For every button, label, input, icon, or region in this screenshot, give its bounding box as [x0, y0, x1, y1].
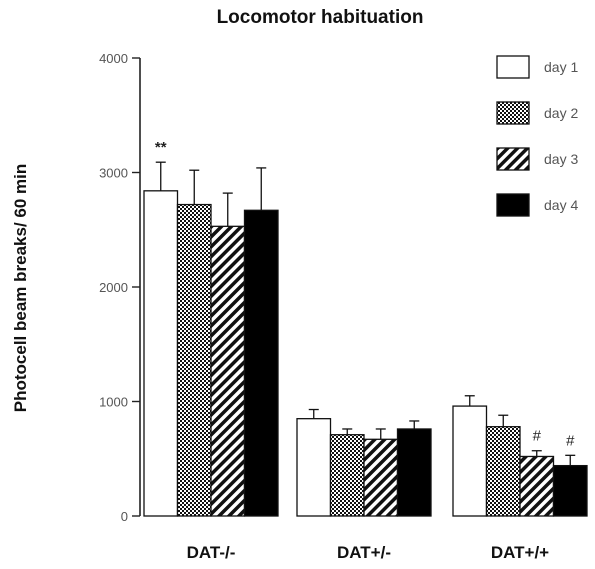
legend-label: day 3 — [544, 151, 578, 167]
bar — [329, 434, 365, 517]
legend-label: day 1 — [544, 59, 578, 75]
y-tick-label: 2000 — [99, 280, 128, 295]
bar — [143, 190, 179, 517]
significance-annotation: # — [566, 432, 575, 449]
y-axis-label: Photocell beam breaks/ 60 min — [11, 164, 30, 412]
y-tick-label: 3000 — [99, 166, 128, 181]
bar — [485, 426, 521, 517]
annotations-group: ** # # — [155, 139, 575, 449]
chart-title: Locomotor habituation — [217, 7, 424, 28]
bar — [519, 455, 555, 517]
x-tick-label: DAT-/- — [187, 543, 236, 562]
bar — [210, 225, 246, 517]
legend: day 1 day 2 day 3 day 4 — [496, 55, 578, 217]
y-tick-label: 1000 — [99, 395, 128, 410]
axes: 0 1000 2000 3000 4000 DAT-/- DAT+/- DAT+/+ — [99, 51, 549, 562]
x-tick-label: DAT+/+ — [491, 543, 549, 562]
bar — [363, 438, 399, 517]
legend-label: day 4 — [544, 197, 578, 213]
y-tick-label: 0 — [121, 509, 128, 524]
y-tick-label: 4000 — [99, 51, 128, 66]
error-bars-group — [155, 161, 576, 466]
x-tick-label: DAT+/- — [337, 543, 391, 562]
bar — [296, 418, 332, 517]
bar — [552, 464, 588, 517]
legend-swatch — [496, 193, 530, 217]
legend-swatch — [496, 55, 530, 79]
bar — [176, 203, 212, 517]
bar — [396, 428, 432, 517]
significance-annotation: # — [533, 428, 542, 445]
bars-group — [143, 190, 588, 517]
bar — [452, 405, 488, 517]
legend-swatch — [496, 101, 530, 125]
legend-label: day 2 — [544, 105, 578, 121]
significance-annotation: ** — [155, 139, 167, 156]
legend-swatch — [496, 147, 530, 171]
bar — [243, 209, 279, 517]
